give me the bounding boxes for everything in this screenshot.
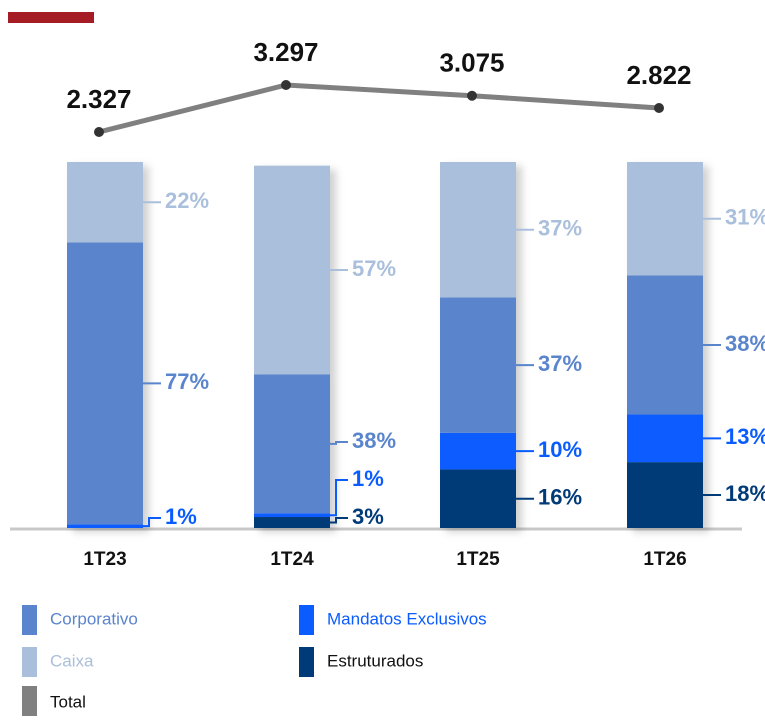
bar-stack [440,162,516,528]
bar-segment [254,165,330,375]
bar-segment [67,524,143,528]
data-label: 18% [725,481,765,506]
bar-segment [440,297,516,433]
data-label: 37% [538,216,582,241]
data-label: 16% [538,485,582,510]
legend-swatch [22,647,37,677]
data-label: 77% [165,369,209,394]
bar-segment [627,275,703,415]
data-label: 38% [725,331,765,356]
bar-segment [627,462,703,528]
bar-stack [67,162,143,528]
bar-segment [67,162,143,243]
x-tick-label: 1T24 [270,549,314,570]
x-tick-label: 1T25 [456,549,500,570]
data-label: 57% [352,256,396,281]
legend-swatch [22,605,37,635]
bar-segment [627,162,703,276]
legend-swatch [22,686,37,716]
header-accent [8,12,94,23]
bar-segment [254,517,330,528]
total-point [94,127,104,137]
legend-swatch [299,605,314,635]
bar-segment [440,162,516,298]
total-label: 2.822 [626,60,691,90]
legend-label: Estruturados [327,651,423,670]
data-label: 13% [725,424,765,449]
legend-label: Caixa [50,651,94,670]
total-point [654,103,664,114]
legend-swatch [299,647,314,677]
bar-stack [627,162,703,528]
legend-label: Total [50,692,86,711]
x-tick-label: 1T23 [83,549,126,570]
x-tick-label: 1T26 [643,549,686,570]
data-label: 31% [725,205,765,230]
data-label: 38% [352,428,396,453]
total-point [467,90,477,101]
label-connector [330,441,348,445]
bar-stack [254,165,330,528]
data-label: 3% [352,504,384,529]
total-line [98,82,660,135]
bar-segment [254,513,330,518]
data-label: 37% [538,351,582,376]
label-connector [143,517,161,528]
bar-segment [440,432,516,470]
total-point [281,80,291,90]
data-label: 1% [352,466,384,491]
bar-segment [627,414,703,463]
data-label: 1% [165,504,197,529]
bar-segment [440,469,516,528]
legend-label: Corporativo [50,609,138,628]
data-label: 10% [538,437,582,462]
data-label: 22% [165,188,209,213]
legend-label: Mandatos Exclusivos [327,609,487,628]
label-connector [330,517,348,524]
total-label: 2.327 [66,84,131,114]
bar-segment [67,242,143,525]
label-connector [330,479,348,517]
bar-segment [254,374,330,514]
total-label: 3.075 [439,48,504,78]
total-label: 3.297 [253,37,318,67]
